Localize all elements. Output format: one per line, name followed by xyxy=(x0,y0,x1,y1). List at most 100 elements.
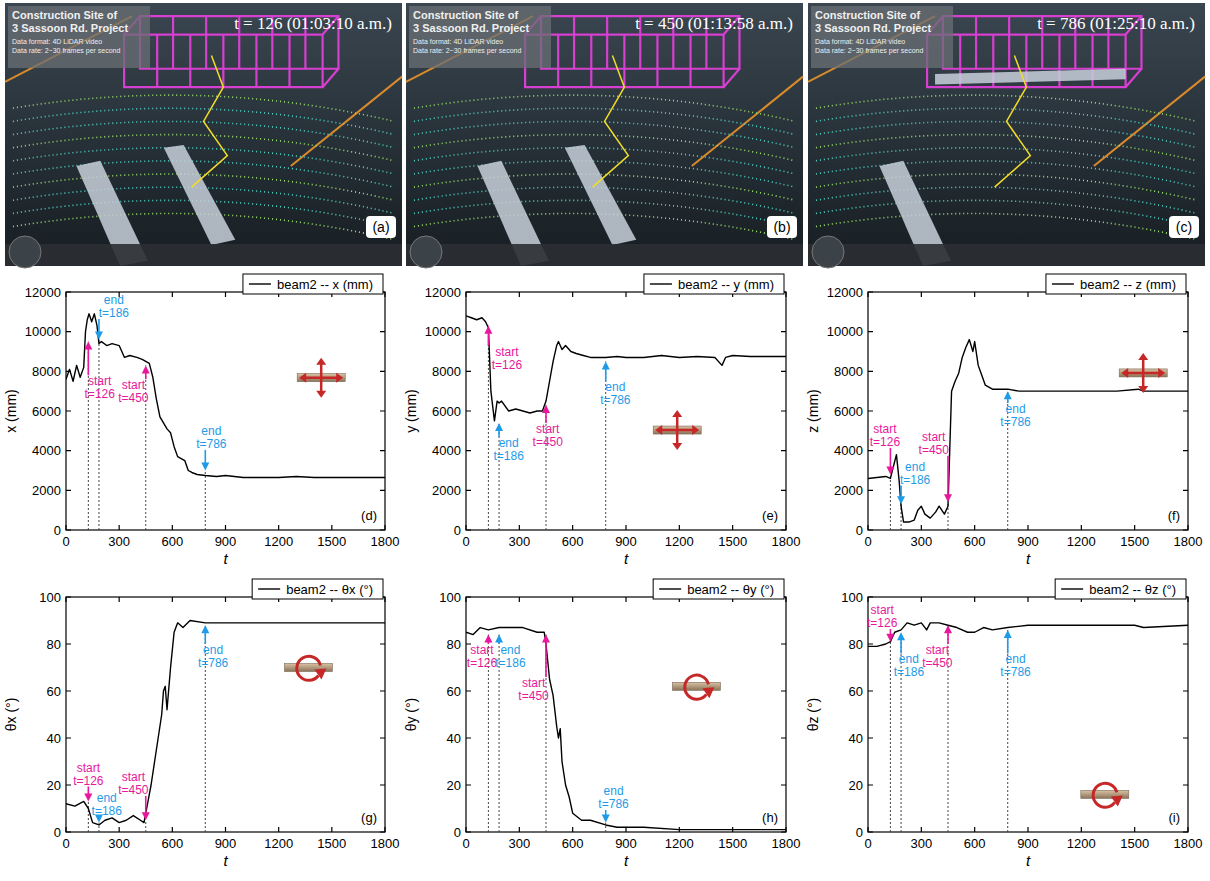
x-tick xyxy=(119,292,120,530)
annotation: startt=126 xyxy=(484,326,522,372)
x-tick-label: 0 xyxy=(864,836,871,851)
legend-swatch xyxy=(1061,588,1083,589)
rotate-arrow-head xyxy=(314,669,326,680)
beam-icon xyxy=(672,675,720,699)
x-tick-label: 1200 xyxy=(665,534,694,549)
x-tick xyxy=(679,292,680,530)
plot-frame xyxy=(466,292,786,530)
data-group xyxy=(868,623,1188,832)
event-time: t=126 xyxy=(84,387,115,401)
event-line xyxy=(88,801,89,832)
point-cloud xyxy=(414,135,795,161)
point-cloud xyxy=(816,121,1197,147)
y-tick-label: 80 xyxy=(47,637,61,652)
legend-label: beam2 -- θy (°) xyxy=(687,582,774,597)
x-tick xyxy=(867,597,868,832)
screenshot-bg xyxy=(808,3,1205,266)
event-time: t=786 xyxy=(1000,665,1031,679)
y-tick-label: 0 xyxy=(54,523,61,538)
clock-widget xyxy=(9,236,41,268)
x-tick-label: 1800 xyxy=(772,836,801,851)
event-arrow xyxy=(488,332,490,346)
screenshot-title: Construction Site of xyxy=(815,9,920,21)
annotation: endt=786 xyxy=(1000,630,1031,680)
beam-icon xyxy=(297,358,345,398)
y-axis-title: θz (°) xyxy=(805,698,821,732)
annotation: endt=786 xyxy=(1000,391,1031,429)
y-tick-label: 8000 xyxy=(32,364,61,379)
y-tick-label: 100 xyxy=(439,590,461,605)
x-tick-label: 0 xyxy=(62,534,69,549)
y-tick-label: 2000 xyxy=(32,483,61,498)
legend: beam2 -- θz (°) xyxy=(1055,579,1186,599)
y-axis-title: x (mm) xyxy=(3,389,19,433)
point-cloud xyxy=(816,161,1197,187)
x-tick-label: 1500 xyxy=(718,836,747,851)
y-tick-label: 4000 xyxy=(32,443,61,458)
data-line xyxy=(66,314,385,478)
point-cloud xyxy=(816,174,1197,200)
legend-box xyxy=(644,274,784,294)
event-time: t=126 xyxy=(467,656,498,670)
point-cloud xyxy=(414,95,795,121)
screenshot: Construction Site of3 Sassoon Rd. Projec… xyxy=(5,3,402,268)
panel-letter: (d) xyxy=(361,508,377,523)
annotation: startt=450 xyxy=(118,365,150,405)
x-tick xyxy=(1187,597,1188,832)
y-tick-label: 6000 xyxy=(834,404,863,419)
x-tick xyxy=(225,292,226,530)
move-arrow-head xyxy=(692,425,699,435)
rotate-arrow xyxy=(1093,783,1117,807)
road-line xyxy=(291,77,402,166)
annotation: endt=186 xyxy=(493,423,524,463)
road-line xyxy=(406,16,533,82)
clock-widget xyxy=(410,236,442,268)
x-tick-label: 1500 xyxy=(1120,534,1149,549)
info-box xyxy=(811,6,953,68)
x-tick-label: 300 xyxy=(108,534,130,549)
event-time: t=186 xyxy=(495,656,526,670)
point-cloud xyxy=(414,121,795,147)
y-tick-label: 10000 xyxy=(827,324,863,339)
event-label: end xyxy=(1006,652,1026,666)
annotation: startt=450 xyxy=(919,430,952,502)
x-tick-label: 600 xyxy=(161,836,183,851)
y-tick xyxy=(868,529,1188,530)
x-tick xyxy=(1134,292,1135,530)
y-tick-label: 8000 xyxy=(432,364,461,379)
legend: beam2 -- z (mm) xyxy=(1046,274,1186,294)
point-cloud xyxy=(13,121,394,147)
trajectory xyxy=(593,56,629,188)
panel-letter: (b) xyxy=(773,219,790,235)
event-label: end xyxy=(605,380,625,394)
event-time: t=126 xyxy=(867,616,898,630)
x-tick xyxy=(921,597,922,832)
y-tick xyxy=(466,690,786,691)
chart: 0300600900120015001800020004000600080001… xyxy=(3,274,399,567)
x-tick-label: 1800 xyxy=(1174,836,1203,851)
x-tick-label: 1200 xyxy=(264,836,293,851)
point-cloud xyxy=(816,148,1197,174)
screenshot: Construction Site of3 Sassoon Rd. Projec… xyxy=(808,3,1205,268)
event-time: t=450 xyxy=(118,391,149,405)
y-tick-label: 12000 xyxy=(827,285,863,300)
x-tick-label: 1200 xyxy=(264,534,293,549)
legend-label: beam2 -- y (mm) xyxy=(678,277,774,292)
screenshot-bg xyxy=(406,3,803,266)
screenshot-subtitle: 3 Sassoon Rd. Project xyxy=(815,22,931,34)
legend-box xyxy=(252,579,383,599)
x-tick xyxy=(65,597,66,832)
x-axis-title: t xyxy=(1026,852,1031,869)
y-tick xyxy=(466,410,786,411)
y-tick-label: 0 xyxy=(454,523,461,538)
rotate-arrow xyxy=(685,675,709,699)
event-arrow-head xyxy=(886,466,894,474)
event-arrow xyxy=(204,450,206,465)
point-cloud xyxy=(13,95,394,121)
annotation: endt=186 xyxy=(897,460,931,505)
x-axis-title: t xyxy=(624,852,629,869)
annotation: startt=126 xyxy=(870,422,901,475)
legend-box xyxy=(1046,274,1186,294)
y-tick xyxy=(66,529,385,530)
y-axis-title: y (mm) xyxy=(403,389,419,433)
